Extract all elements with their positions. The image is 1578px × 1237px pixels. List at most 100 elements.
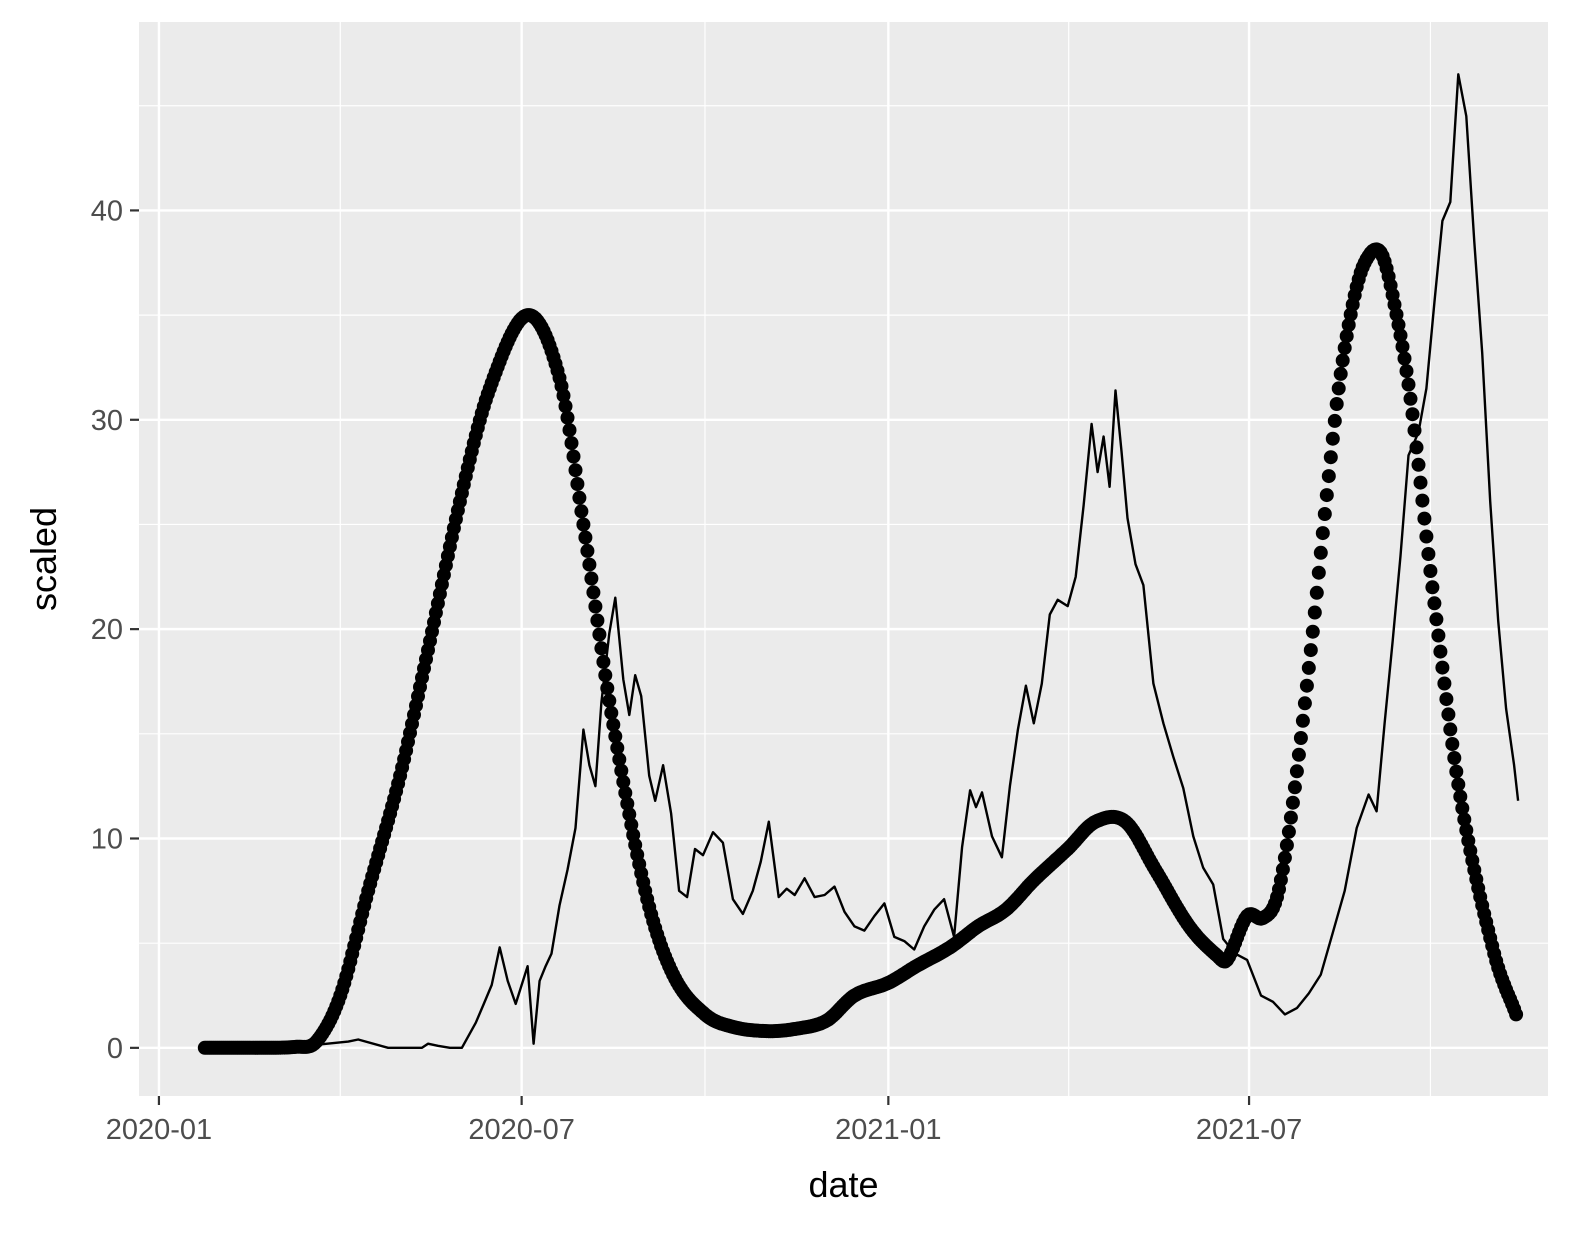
data-point — [1281, 824, 1296, 839]
data-point — [1337, 340, 1352, 355]
data-point — [1437, 676, 1452, 691]
data-point — [1509, 1007, 1524, 1022]
data-point — [614, 763, 629, 778]
data-point — [620, 796, 635, 811]
data-point — [1391, 317, 1406, 332]
data-point — [558, 399, 573, 414]
data-point — [1401, 377, 1416, 392]
y-tick-label: 10 — [91, 823, 123, 855]
data-point — [1449, 764, 1464, 779]
data-point — [622, 807, 637, 822]
data-point — [586, 585, 601, 600]
data-point — [594, 641, 609, 656]
series-layer — [197, 73, 1524, 1055]
data-point — [612, 752, 627, 767]
data-point — [1315, 526, 1330, 541]
data-point — [1301, 660, 1316, 675]
y-tick-label: 0 — [107, 1033, 123, 1065]
data-point — [1323, 450, 1338, 465]
y-tick-label: 20 — [91, 614, 123, 646]
data-point — [1317, 507, 1332, 521]
data-point — [1443, 722, 1458, 737]
data-point — [1283, 810, 1298, 825]
data-point — [1319, 488, 1334, 503]
plot-panel — [139, 22, 1548, 1096]
data-point — [1333, 366, 1348, 381]
data-point — [1429, 612, 1444, 627]
x-axis-title: date — [808, 1164, 878, 1205]
data-point — [1289, 764, 1304, 779]
data-point — [574, 504, 589, 519]
data-point — [1293, 731, 1308, 745]
data-point — [1339, 329, 1354, 344]
data-point — [1285, 795, 1300, 810]
grid — [139, 22, 1548, 1096]
data-point — [1273, 872, 1288, 887]
data-point — [1399, 364, 1414, 379]
data-point — [1419, 529, 1434, 544]
data-point — [1335, 353, 1350, 368]
data-point — [1405, 407, 1420, 422]
data-point — [1425, 580, 1440, 595]
data-point — [596, 654, 611, 669]
x-tick-label: 2020-01 — [106, 1114, 212, 1146]
data-point — [1291, 747, 1306, 762]
data-point — [1329, 397, 1344, 411]
data-point — [1393, 328, 1408, 343]
data-point — [580, 543, 595, 558]
x-tick-label: 2021-07 — [1196, 1114, 1302, 1146]
data-point — [1321, 469, 1336, 484]
data-point — [1309, 585, 1324, 600]
data-point — [578, 530, 593, 545]
x-tick-label: 2021-01 — [835, 1114, 941, 1146]
data-point — [1455, 801, 1470, 816]
series-line — [204, 73, 1520, 1050]
data-point — [1311, 565, 1326, 580]
data-point — [602, 693, 617, 708]
data-point — [1331, 381, 1346, 396]
data-point — [610, 740, 625, 755]
data-point — [1397, 351, 1412, 366]
axes: 0 10 20 30 40 2020-01 2020-07 2021-01 2021-07 — [91, 195, 1303, 1146]
data-point — [1413, 475, 1428, 490]
data-point — [1277, 850, 1292, 865]
data-point — [1441, 707, 1456, 722]
data-point — [1415, 493, 1430, 508]
data-point — [1279, 838, 1294, 853]
data-point — [562, 423, 577, 438]
data-point — [566, 449, 581, 464]
data-point — [1435, 660, 1450, 675]
x-tick-label: 2020-07 — [468, 1114, 574, 1146]
data-point — [576, 517, 591, 532]
data-point — [592, 627, 607, 642]
data-point — [570, 477, 585, 491]
data-point — [1303, 643, 1318, 658]
data-point — [1451, 777, 1466, 792]
y-tick-label: 30 — [91, 405, 123, 437]
data-point — [1275, 862, 1290, 877]
y-axis-title: scaled — [23, 507, 64, 611]
data-point — [560, 410, 575, 425]
data-point — [1295, 713, 1310, 728]
data-point — [1341, 318, 1356, 332]
data-point — [1433, 644, 1448, 659]
data-point — [1439, 692, 1454, 707]
data-point — [604, 705, 619, 720]
data-point — [618, 785, 633, 800]
data-point — [1411, 457, 1426, 472]
data-point — [1299, 678, 1314, 693]
data-point — [1421, 547, 1436, 561]
data-point — [1287, 780, 1302, 795]
data-point — [1431, 628, 1446, 643]
data-point — [582, 557, 597, 572]
data-point — [564, 436, 579, 451]
data-point — [1445, 737, 1460, 751]
data-point — [1423, 564, 1438, 578]
data-point — [1297, 696, 1312, 711]
data-point — [1403, 391, 1418, 406]
data-point — [1313, 545, 1328, 560]
data-point — [608, 729, 623, 744]
data-point — [1427, 596, 1442, 611]
